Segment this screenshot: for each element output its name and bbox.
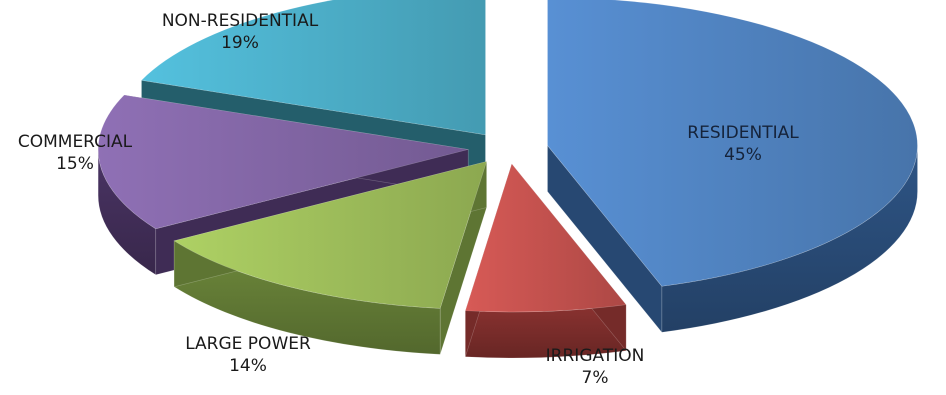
slice-value-irrigation: 7%	[581, 368, 609, 388]
slice-name-large-power: LARGE POWER	[185, 334, 311, 354]
slice-value-large-power: 14%	[229, 356, 267, 376]
slice-commercial	[97, 94, 469, 230]
slice-value-residential: 45%	[724, 145, 762, 165]
slice-non-residential	[140, 0, 486, 136]
slice-label-commercial: COMMERCIAL 15%	[0, 131, 150, 175]
slice-large-power	[173, 161, 488, 309]
slice-name-irrigation: IRRIGATION	[545, 346, 645, 366]
slice-tops	[97, 0, 918, 313]
slice-label-residential: RESIDENTIAL 45%	[668, 122, 818, 166]
slice-label-irrigation: IRRIGATION 7%	[510, 345, 680, 389]
slice-label-large-power: LARGE POWER 14%	[158, 333, 338, 377]
slice-value-commercial: 15%	[56, 154, 94, 174]
slice-label-non-residential: NON-RESIDENTIAL 19%	[140, 10, 340, 54]
slice-value-non-residential: 19%	[221, 33, 259, 53]
slice-name-residential: RESIDENTIAL	[687, 123, 799, 143]
slice-face-residential-1	[547, 144, 663, 334]
slice-name-commercial: COMMERCIAL	[17, 132, 133, 152]
slice-residential	[547, 0, 918, 287]
slice-irrigation	[464, 163, 627, 313]
slice-name-non-residential: NON-RESIDENTIAL	[161, 11, 319, 31]
